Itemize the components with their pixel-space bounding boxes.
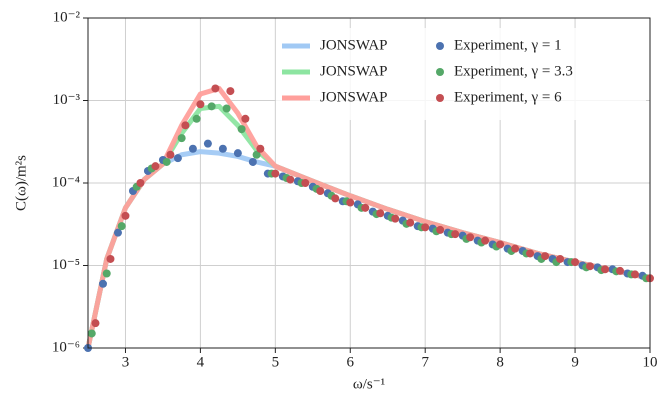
y-axis-label: C(ω)/m²s: [13, 155, 29, 211]
point: [391, 214, 400, 223]
point: [87, 329, 96, 338]
point: [376, 209, 385, 218]
point: [192, 114, 201, 123]
point: [113, 228, 122, 237]
point: [406, 218, 415, 227]
point: [511, 244, 520, 253]
line: [85, 149, 653, 351]
point: [181, 121, 190, 130]
point: [436, 225, 445, 234]
point: [241, 114, 250, 123]
point: [481, 236, 490, 245]
point: [601, 265, 610, 274]
x-tick-label: 7: [421, 354, 429, 370]
point: [286, 175, 295, 184]
point: [211, 84, 220, 93]
point: [203, 139, 212, 148]
point: [616, 266, 625, 275]
y-tick-label: 10⁻³: [53, 92, 81, 108]
point: [151, 162, 160, 171]
point: [346, 198, 355, 207]
legend-label: JONSWAP: [320, 37, 388, 53]
point: [526, 249, 535, 258]
point: [196, 100, 205, 109]
point: [98, 279, 107, 288]
point: [256, 144, 265, 153]
x-tick-label: 8: [496, 354, 504, 370]
x-tick-label: 5: [272, 354, 280, 370]
legend-swatch: [436, 68, 444, 76]
point: [571, 258, 580, 267]
point: [117, 222, 126, 231]
x-axis-label: ω/s⁻¹: [353, 376, 385, 392]
point: [162, 157, 171, 166]
point: [237, 125, 246, 134]
point: [451, 230, 460, 239]
legend-label: Experiment, γ = 1: [454, 37, 562, 53]
point: [361, 203, 370, 212]
point: [496, 240, 505, 249]
point: [188, 144, 197, 153]
x-tick-label: 10: [643, 354, 658, 370]
legend-swatch: [436, 94, 444, 102]
point: [226, 87, 235, 96]
legend-swatch: [436, 42, 444, 50]
legend-label: Experiment, γ = 3.3: [454, 63, 573, 79]
point: [631, 270, 640, 279]
point: [331, 194, 340, 203]
point: [421, 223, 430, 232]
point: [173, 154, 182, 163]
point: [466, 233, 475, 242]
point: [252, 150, 261, 159]
legend-box: [276, 28, 646, 120]
point: [233, 149, 242, 158]
point: [271, 169, 280, 178]
point: [207, 102, 216, 111]
x-tick-label: 4: [197, 354, 205, 370]
point: [541, 252, 550, 261]
line: [85, 85, 653, 351]
point: [177, 134, 186, 143]
point: [91, 319, 100, 328]
point: [218, 144, 227, 153]
x-tick-label: 9: [571, 354, 579, 370]
plot-frame: [87, 17, 651, 349]
point: [586, 262, 595, 271]
x-tick-label: 3: [122, 354, 130, 370]
point: [316, 186, 325, 195]
point: [121, 211, 130, 220]
point: [301, 179, 310, 187]
legend-label: JONSWAP: [320, 63, 388, 79]
point: [248, 157, 257, 166]
y-tick-label: 10⁻⁴: [52, 174, 80, 190]
point: [166, 150, 175, 159]
point: [222, 104, 231, 113]
y-tick-label: 10⁻²: [53, 9, 81, 25]
point: [556, 254, 565, 263]
x-tick-label: 6: [347, 354, 355, 370]
y-tick-label: 10⁻⁶: [52, 339, 80, 355]
point: [136, 179, 145, 187]
point: [106, 254, 115, 263]
legend-label: JONSWAP: [320, 89, 388, 105]
legend-label: Experiment, γ = 6: [454, 89, 562, 105]
y-tick-label: 10⁻⁵: [52, 257, 80, 273]
point: [102, 269, 111, 278]
